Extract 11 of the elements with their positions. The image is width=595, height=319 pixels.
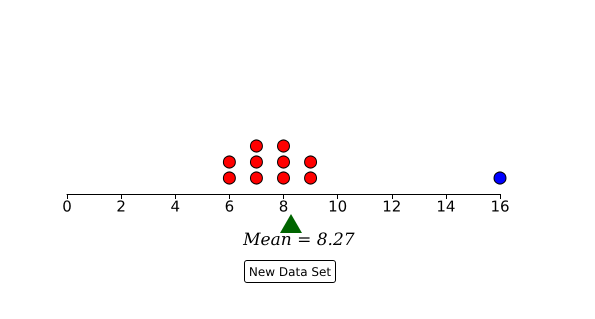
x-tick-label: 8 [278, 198, 288, 216]
text: Mean = 8.27 [243, 230, 355, 250]
x-tick-label: 12 [382, 198, 402, 216]
x-tick-label: 6 [224, 198, 234, 216]
text: New Data Set [244, 260, 336, 283]
x-tick-label: 14 [436, 198, 456, 216]
x-tick-label: 16 [490, 198, 510, 216]
x-tick-label: 4 [170, 198, 180, 216]
x-tick-label: 10 [328, 198, 348, 216]
x-tick-label: 0 [62, 198, 72, 216]
x-tick-label: 2 [116, 198, 126, 216]
